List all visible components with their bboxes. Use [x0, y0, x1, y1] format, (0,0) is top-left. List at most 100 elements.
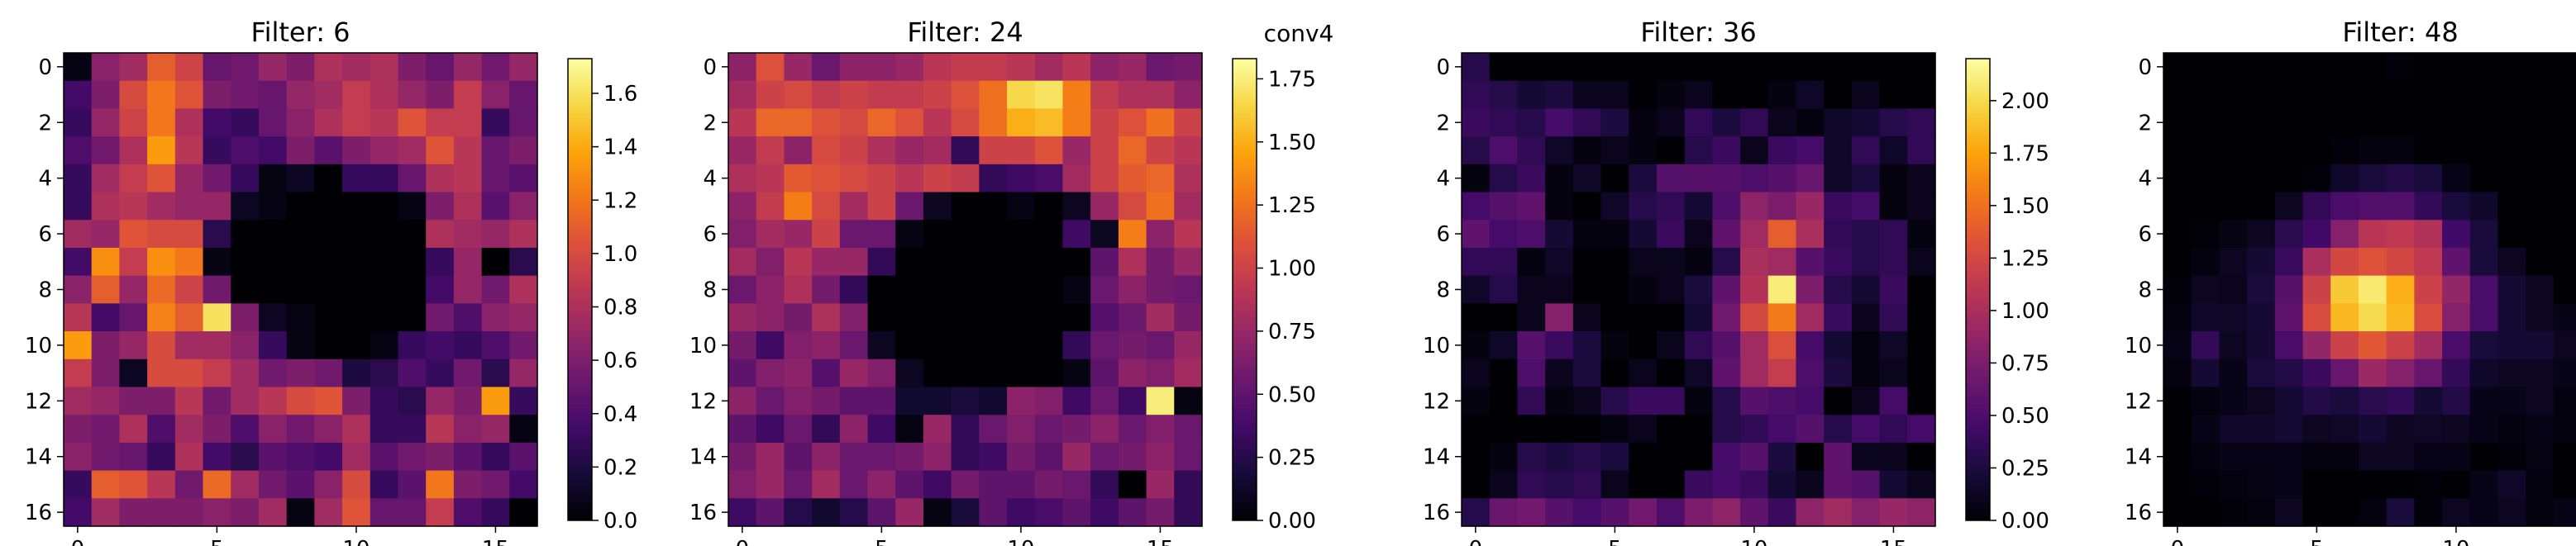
heatmap-cell: [1712, 358, 1741, 388]
heatmap-cell: [1712, 275, 1741, 304]
heatmap-cell: [1545, 358, 1574, 388]
heatmap-cell: [2553, 220, 2576, 249]
heatmap-cell: [481, 80, 510, 110]
x-tick-label: 0: [71, 537, 85, 546]
heatmap-cell: [398, 136, 427, 165]
heatmap-cell: [839, 164, 869, 193]
heatmap-cell: [1767, 387, 1797, 415]
heatmap-cell: [370, 275, 399, 304]
heatmap-cell: [1062, 164, 1091, 193]
heatmap-cell: [1907, 387, 1936, 415]
heatmap-cell: [1684, 415, 1713, 444]
heatmap-cell: [91, 53, 121, 82]
heatmap-cell: [2302, 470, 2331, 499]
heatmap-cell: [1545, 387, 1574, 415]
heatmap-cell: [91, 192, 121, 221]
y-tick-label: 12: [25, 389, 52, 414]
heatmap-cell: [812, 136, 841, 165]
heatmap-cell: [1090, 247, 1119, 277]
heatmap-cell: [398, 108, 427, 137]
heatmap-cell: [1796, 387, 1825, 415]
heatmap-cell: [728, 275, 757, 304]
heatmap-cell: [314, 415, 343, 444]
heatmap-cell: [728, 415, 757, 444]
heatmap-cell: [119, 358, 148, 388]
heatmap-cell: [2274, 331, 2304, 360]
heatmap-cell: [174, 192, 204, 221]
heatmap-cell: [1572, 108, 1602, 137]
y-tick-label: 10: [25, 334, 52, 358]
heatmap-cell: [342, 470, 371, 499]
heatmap-cell: [174, 136, 204, 165]
heatmap-cell: [2358, 470, 2388, 499]
heatmap-cell: [147, 498, 176, 527]
heatmap-cell: [1174, 247, 1203, 277]
heatmap-cell: [231, 415, 260, 444]
heatmap-cell: [2358, 358, 2388, 388]
heatmap-cell: [756, 220, 785, 249]
heatmap-cell: [1174, 53, 1203, 82]
colorbar-tick-label: 0.6: [603, 349, 637, 373]
heatmap-cell: [426, 108, 455, 137]
heatmap-cell: [1712, 164, 1741, 193]
heatmap-cell: [426, 415, 455, 444]
heatmap-cell: [756, 470, 785, 499]
heatmap-cell: [895, 192, 924, 221]
heatmap-cell: [1796, 220, 1825, 249]
heatmap-cell: [2553, 358, 2576, 388]
heatmap-cell: [2191, 108, 2221, 137]
heatmap-cell: [2274, 220, 2304, 249]
heatmap-cell: [1545, 275, 1574, 304]
heatmap-cell: [314, 275, 343, 304]
heatmap-cell: [1879, 53, 1908, 82]
heatmap-cell: [839, 275, 869, 304]
heatmap-cell: [1851, 331, 1881, 360]
heatmap-cell: [2163, 415, 2192, 444]
heatmap-cell: [2442, 415, 2471, 444]
heatmap-cell: [286, 498, 315, 527]
heatmap-cell: [1600, 498, 1629, 527]
y-tick-label: 6: [1436, 222, 1450, 247]
heatmap-cell: [2330, 303, 2359, 332]
heatmap-cell: [314, 470, 343, 499]
heatmap-cell: [1007, 358, 1036, 388]
heatmap-cell: [1146, 108, 1175, 137]
heatmap-cell: [147, 220, 176, 249]
heatmap-cell: [867, 53, 896, 82]
heatmap-cell: [1090, 470, 1119, 499]
heatmap-cell: [2553, 164, 2576, 193]
heatmap-cell: [1489, 164, 1519, 193]
heatmap-cell: [1489, 498, 1519, 527]
heatmap-cell: [453, 303, 483, 332]
heatmap-cell: [1545, 331, 1574, 360]
heatmap-cell: [1545, 108, 1574, 137]
heatmap-cell: [370, 53, 399, 82]
heatmap-cell: [1090, 442, 1119, 472]
heatmap-cell: [2469, 136, 2499, 165]
heatmap-cell: [2553, 247, 2576, 277]
heatmap-cell: [1824, 275, 1853, 304]
heatmap-cell: [1767, 303, 1797, 332]
colorbar-tick-label: 0.50: [2001, 404, 2049, 429]
heatmap-cell: [453, 80, 483, 110]
heatmap-cell: [2469, 192, 2499, 221]
heatmap-cell: [342, 358, 371, 388]
heatmap-cell: [1034, 247, 1064, 277]
x-tick-label: 10: [342, 537, 370, 546]
heatmap-cell: [1517, 275, 1546, 304]
heatmap-cell: [1600, 108, 1629, 137]
heatmap-cell: [1146, 275, 1175, 304]
heatmap-cell: [1517, 220, 1546, 249]
heatmap-cell: [91, 415, 121, 444]
heatmap-cell: [1796, 498, 1825, 527]
x-tick-label: 10: [1740, 537, 1767, 546]
heatmap-cell: [2469, 415, 2499, 444]
heatmap-cell: [1740, 275, 1769, 304]
heatmap-cell: [1600, 442, 1629, 472]
heatmap-cell: [1851, 164, 1881, 193]
heatmap-cell: [756, 303, 785, 332]
heatmap-cell: [784, 192, 813, 221]
heatmap-cell: [481, 442, 510, 472]
heatmap-cell: [1879, 358, 1908, 388]
heatmap-cell: [839, 387, 869, 415]
